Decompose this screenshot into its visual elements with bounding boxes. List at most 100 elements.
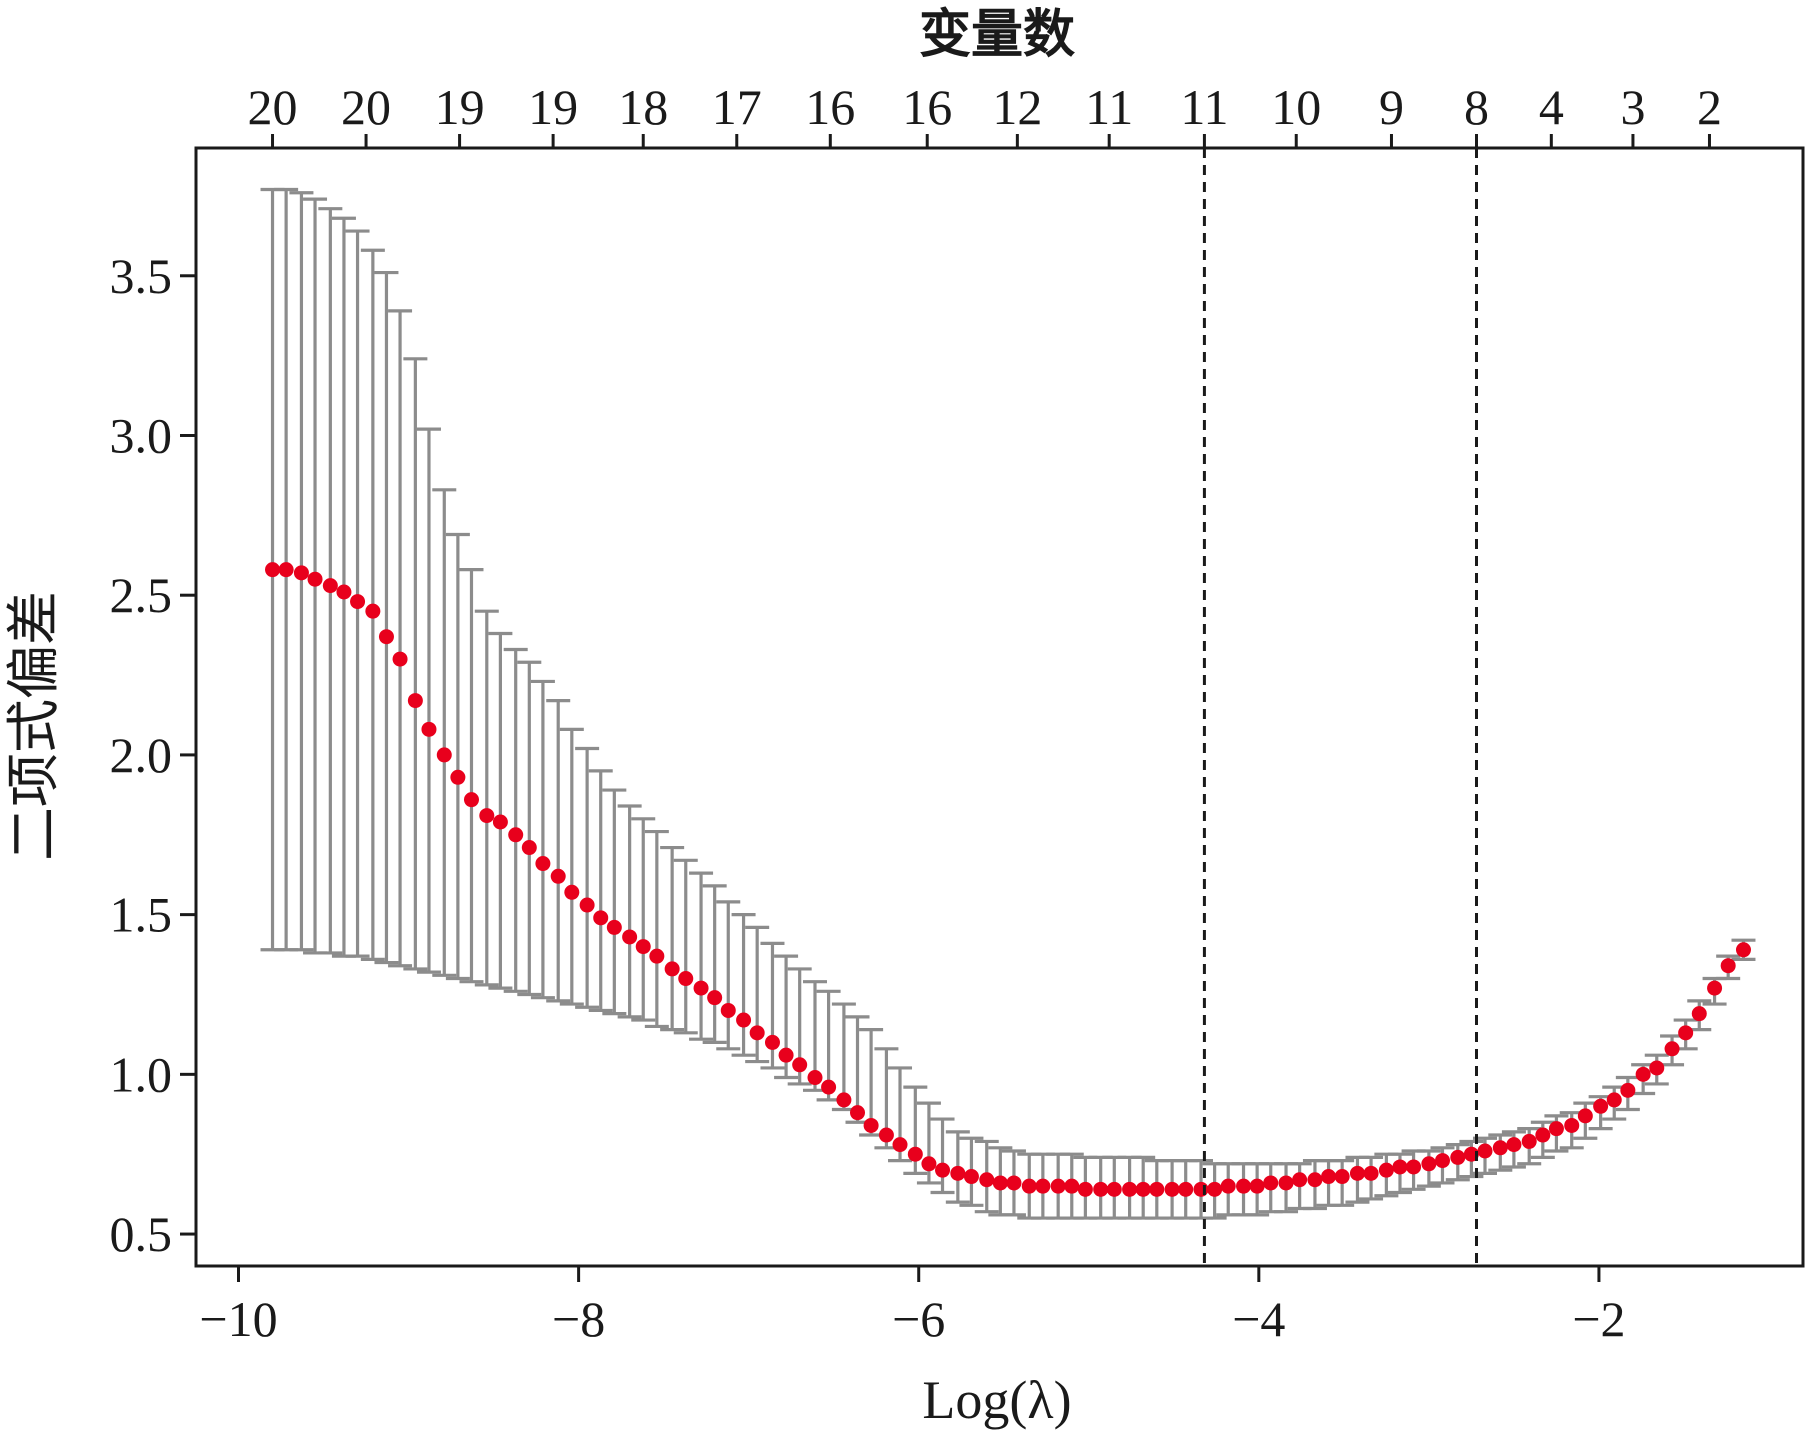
top-tick-label: 3: [1620, 79, 1645, 135]
data-point: [1434, 1153, 1450, 1169]
x-tick-label: −8: [552, 1291, 605, 1347]
data-point: [1077, 1181, 1093, 1197]
data-point: [1164, 1181, 1180, 1197]
y-tick-label: 1.5: [110, 887, 173, 943]
data-point: [1477, 1143, 1493, 1159]
data-point: [1207, 1181, 1223, 1197]
top-tick-label: 8: [1464, 79, 1489, 135]
data-point: [564, 884, 580, 900]
data-point: [1720, 958, 1736, 974]
data-point: [378, 629, 394, 645]
y-tick-label: 0.5: [110, 1206, 173, 1262]
data-point: [1249, 1178, 1265, 1194]
data-point: [935, 1162, 951, 1178]
data-point: [593, 910, 609, 926]
data-point: [907, 1146, 923, 1162]
data-point: [1735, 942, 1751, 958]
top-tick-label: 16: [902, 79, 952, 135]
data-point: [407, 693, 423, 709]
data-point: [635, 939, 651, 955]
data-point: [307, 571, 323, 587]
y-tick-label: 2.5: [110, 567, 173, 623]
data-point: [950, 1165, 966, 1181]
data-point: [1649, 1060, 1665, 1076]
data-point: [1635, 1066, 1651, 1082]
data-point: [365, 603, 381, 619]
data-point: [649, 948, 665, 964]
data-point: [921, 1156, 937, 1172]
data-point: [1236, 1178, 1252, 1194]
top-tick-label: 16: [805, 79, 855, 135]
data-point: [720, 1002, 736, 1018]
data-point: [1292, 1172, 1308, 1188]
top-tick-label: 18: [618, 79, 668, 135]
data-point: [436, 747, 452, 763]
data-point: [521, 840, 537, 856]
data-point: [1035, 1178, 1051, 1194]
data-point: [678, 971, 694, 987]
data-point: [1050, 1178, 1066, 1194]
x-tick-label: −6: [892, 1291, 945, 1347]
data-point: [992, 1175, 1008, 1191]
data-point: [1122, 1181, 1138, 1197]
data-point: [792, 1057, 808, 1073]
data-point: [1378, 1162, 1394, 1178]
top-tick-label: 11: [1085, 79, 1133, 135]
data-point: [693, 980, 709, 996]
data-point: [1135, 1181, 1151, 1197]
data-point: [1678, 1025, 1694, 1041]
data-point: [1106, 1181, 1122, 1197]
data-point: [892, 1137, 908, 1153]
x-tick-label: −4: [1232, 1291, 1285, 1347]
data-point: [463, 792, 479, 808]
data-point: [450, 769, 466, 785]
data-point: [622, 929, 638, 945]
data-point: [479, 808, 495, 824]
data-point: [1363, 1165, 1379, 1181]
y-axis-title: 二项式偏差: [2, 591, 65, 861]
top-tick-label: 19: [528, 79, 578, 135]
data-point: [1506, 1137, 1522, 1153]
data-point: [1064, 1178, 1080, 1194]
data-point: [350, 594, 366, 610]
point-group: [265, 562, 1751, 1197]
data-point: [664, 961, 680, 977]
data-point: [850, 1105, 866, 1121]
x-axis: −10 −8 −6 −4 −2: [199, 1266, 1626, 1347]
x-tick-label: −2: [1572, 1291, 1625, 1347]
top-tick-label: 2: [1697, 79, 1722, 135]
y-axis: 0.5 1.0 1.5 2.0 2.5 3.0 3.5: [110, 248, 196, 1262]
data-point: [606, 919, 622, 935]
data-point: [1521, 1133, 1537, 1149]
data-point: [1593, 1098, 1609, 1114]
data-point: [336, 584, 352, 600]
top-tick-label: 19: [435, 79, 485, 135]
data-point: [1691, 1006, 1707, 1022]
data-point: [807, 1070, 823, 1086]
data-point: [1548, 1121, 1564, 1137]
top-tick-label: 20: [248, 79, 298, 135]
data-point: [1406, 1159, 1422, 1175]
data-point: [1006, 1175, 1022, 1191]
top-tick-label: 10: [1271, 79, 1321, 135]
x-axis-title: Log(λ): [922, 1370, 1071, 1430]
data-point: [1577, 1108, 1593, 1124]
data-point: [278, 562, 294, 578]
data-point: [1606, 1092, 1622, 1108]
data-point: [836, 1092, 852, 1108]
top-axis: 20 20 19 19 18 17 16 16 12 11 11 10 9 8 4 3 2: [248, 79, 1722, 148]
data-point: [1220, 1178, 1236, 1194]
data-point: [1392, 1159, 1408, 1175]
data-point: [963, 1169, 979, 1185]
data-point: [265, 562, 281, 578]
data-point: [1263, 1175, 1279, 1191]
y-tick-label: 2.0: [110, 727, 173, 783]
y-tick-label: 1.0: [110, 1046, 173, 1102]
data-point: [778, 1047, 794, 1063]
top-axis-title: 变量数: [919, 5, 1075, 65]
data-point: [707, 990, 723, 1006]
data-point: [1535, 1127, 1551, 1143]
data-point: [1193, 1181, 1209, 1197]
data-point: [878, 1127, 894, 1143]
